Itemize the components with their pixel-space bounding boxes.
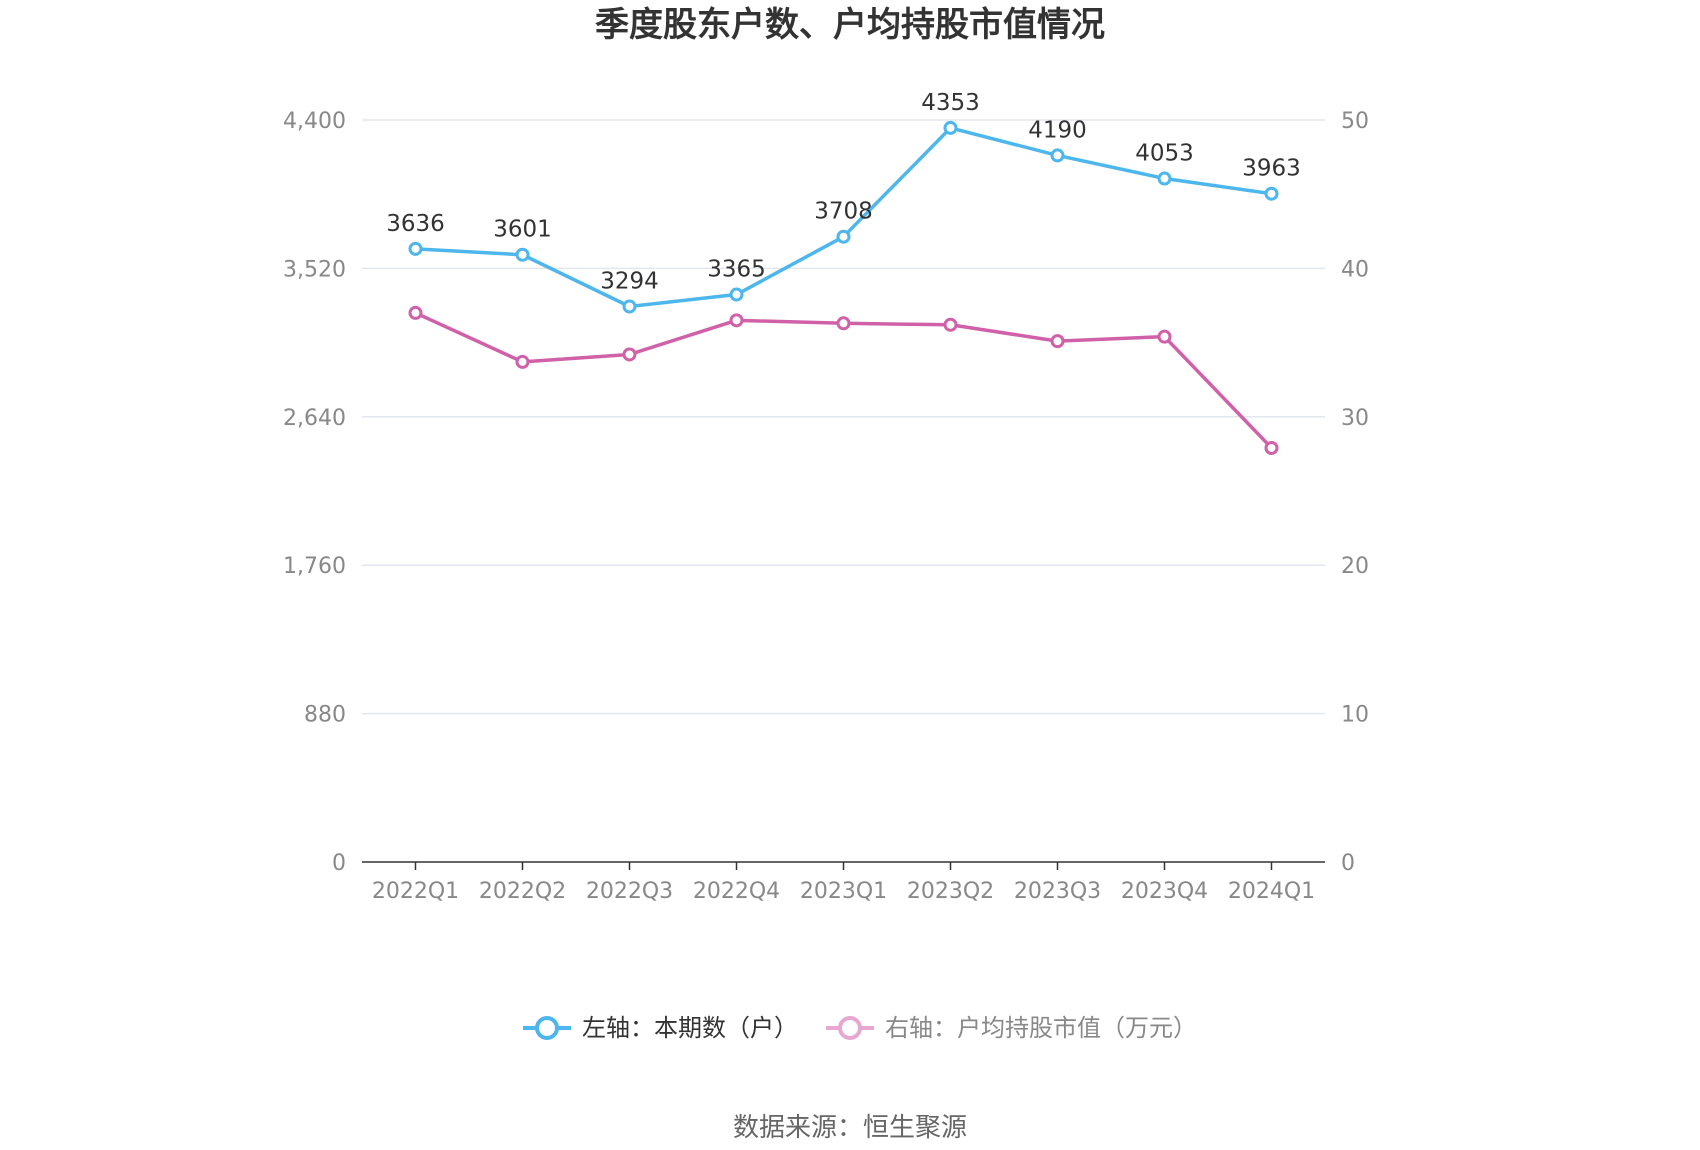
data-point[interactable] <box>943 317 958 332</box>
x-tick-label: 2023Q1 <box>800 879 887 904</box>
data-label: 4053 <box>1135 141 1194 167</box>
data-label: 4353 <box>921 90 980 116</box>
y-axis-left: 0 880 1,760 2,640 3,520 4,400 <box>283 109 346 876</box>
y-right-tick-label: 30 <box>1341 406 1369 431</box>
x-tick-label: 2022Q3 <box>586 879 673 904</box>
x-tick-label: 2022Q1 <box>372 879 459 904</box>
data-point[interactable] <box>836 229 851 244</box>
y-right-tick-label: 20 <box>1341 554 1369 579</box>
series-lines <box>408 120 1279 455</box>
data-source-note: 数据来源：恒生聚源 <box>733 1113 967 1143</box>
data-point[interactable] <box>622 299 637 314</box>
y-left-tick-label: 2,640 <box>283 406 346 431</box>
data-point[interactable] <box>408 241 423 256</box>
data-point[interactable] <box>1264 186 1279 201</box>
data-point[interactable] <box>729 313 744 328</box>
data-point[interactable] <box>1157 329 1172 344</box>
data-point[interactable] <box>622 347 637 362</box>
data-point[interactable] <box>1264 440 1279 455</box>
data-label: 3963 <box>1242 156 1301 182</box>
y-left-tick-label: 3,520 <box>283 257 346 282</box>
x-tick-label: 2022Q2 <box>479 879 566 904</box>
data-label: 3636 <box>386 211 445 237</box>
data-label: 4190 <box>1028 117 1087 143</box>
data-label: 3601 <box>493 217 552 243</box>
y-left-tick-label: 1,760 <box>283 554 346 579</box>
y-left-tick-label: 4,400 <box>283 109 346 134</box>
chart-title: 季度股东户数、户均持股市值情况 <box>595 5 1105 45</box>
legend-circle-icon <box>535 1016 559 1040</box>
y-right-tick-label: 0 <box>1341 851 1355 876</box>
y-right-tick-label: 50 <box>1341 109 1369 134</box>
data-label: 3365 <box>707 257 766 283</box>
legend-label-left-axis: 左轴：本期数（户） <box>582 1014 798 1042</box>
y-right-tick-label: 10 <box>1341 703 1369 728</box>
data-point[interactable] <box>515 354 530 369</box>
legend-item-right-axis[interactable]: 右轴：户均持股市值（万元） <box>826 1014 1197 1042</box>
x-tick-label: 2023Q3 <box>1014 879 1101 904</box>
data-point[interactable] <box>1050 334 1065 349</box>
y-left-tick-label: 880 <box>304 703 346 728</box>
grid-lines <box>362 119 1325 715</box>
x-tick-label: 2024Q1 <box>1228 879 1315 904</box>
data-point[interactable] <box>943 120 958 135</box>
data-label: 3708 <box>814 199 873 225</box>
legend-circle-icon <box>838 1016 862 1040</box>
data-point[interactable] <box>729 287 744 302</box>
data-point[interactable] <box>515 247 530 262</box>
data-label: 3294 <box>600 269 659 295</box>
series-line-right <box>413 311 1274 450</box>
y-left-tick-label: 0 <box>332 851 346 876</box>
legend-item-left-axis[interactable]: 左轴：本期数（户） <box>523 1014 798 1042</box>
x-tick-label: 2023Q2 <box>907 879 994 904</box>
y-right-tick-label: 40 <box>1341 257 1369 282</box>
data-point[interactable] <box>1050 148 1065 163</box>
legend-label-right-axis: 右轴：户均持股市值（万元） <box>885 1014 1197 1042</box>
x-tick-label: 2022Q4 <box>693 879 780 904</box>
data-labels: 3636 3601 3294 3365 3708 4353 4190 4053 3963 <box>386 90 1301 295</box>
x-axis: 2022Q1 2022Q2 2022Q3 2022Q4 2023Q1 2023Q2 2023… <box>362 861 1325 904</box>
legend: 左轴：本期数（户） 右轴：户均持股市值（万元） <box>523 1014 1197 1042</box>
y-axis-right: 0 10 20 30 40 50 <box>1341 109 1369 876</box>
x-tick-label: 2023Q4 <box>1121 879 1208 904</box>
data-point[interactable] <box>1157 171 1172 186</box>
data-point[interactable] <box>836 316 851 331</box>
data-point[interactable] <box>408 305 423 320</box>
